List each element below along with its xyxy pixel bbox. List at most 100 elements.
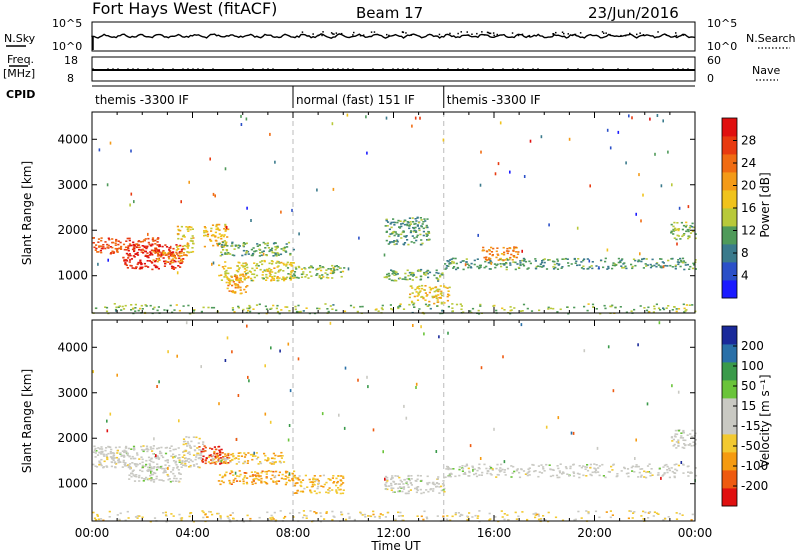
range-cell: [242, 249, 245, 252]
range-cell: [650, 468, 653, 470]
range-cell: [658, 467, 661, 470]
range-cell: [667, 259, 670, 262]
range-cell: [616, 475, 619, 477]
range-cell: [331, 264, 334, 267]
range-cell: [231, 471, 234, 473]
range-cell: [426, 239, 429, 241]
range-cell: [361, 305, 364, 308]
colorbar-tick-label: 200: [741, 339, 764, 353]
range-cell: [675, 463, 678, 465]
range-cell: [275, 480, 279, 482]
range-cell: [637, 465, 640, 468]
range-cell: [231, 307, 234, 309]
range-cell: [681, 261, 684, 264]
range-cell: [400, 233, 403, 236]
nave-dot: [142, 69, 144, 71]
range-cell: [415, 491, 418, 494]
range-cell: [552, 266, 555, 268]
range-cell: [448, 474, 451, 477]
range-cell: [192, 464, 196, 466]
range-cell: [408, 303, 411, 306]
range-cell: [219, 517, 222, 520]
range-cell: [140, 448, 144, 451]
range-cell: [222, 267, 226, 270]
range-cell: [132, 241, 135, 244]
range-cell: [473, 259, 476, 262]
range-cell: [537, 518, 541, 521]
nave-dot: [367, 69, 369, 71]
range-cell: [154, 252, 157, 254]
nsearch-dot: [373, 31, 376, 33]
range-cell: [509, 256, 512, 259]
range-cell: [244, 291, 247, 293]
range-cell: [134, 307, 137, 309]
range-cell: [179, 478, 182, 480]
nave-dot: [122, 69, 124, 71]
range-cell: [628, 510, 631, 512]
range-cell: [237, 306, 240, 309]
range-cell: [422, 221, 425, 223]
range-cell: [264, 305, 267, 308]
range-cell: [187, 304, 190, 307]
range-cell: [671, 266, 674, 268]
range-cell: [121, 450, 124, 452]
range-cell: [289, 262, 292, 264]
range-cell: [239, 292, 242, 295]
range-cell: [448, 475, 451, 477]
range-cell: [674, 229, 677, 231]
range-cell: [136, 463, 139, 466]
range-cell: [441, 294, 444, 297]
range-cell: [141, 245, 144, 247]
range-cell: [640, 474, 643, 477]
range-cell: [452, 262, 455, 264]
range-cell: [539, 519, 542, 521]
range-cell: [224, 252, 227, 254]
range-cell: [151, 253, 154, 256]
range-cell: [174, 455, 177, 457]
range-cell: [587, 267, 590, 270]
range-cell: [468, 264, 471, 267]
isolated-echo: [186, 242, 189, 246]
colorbar-tick-label: 100: [741, 359, 764, 373]
range-cell: [673, 443, 676, 446]
range-cell: [310, 275, 313, 277]
range-cell: [309, 490, 312, 493]
range-cell: [479, 264, 482, 267]
range-cell: [118, 460, 121, 463]
range-cell: [231, 452, 235, 455]
range-cell: [425, 489, 428, 491]
range-cell: [534, 470, 537, 472]
range-cell: [182, 305, 185, 307]
isolated-echo: [130, 149, 132, 153]
range-cell: [274, 272, 277, 274]
range-cell: [445, 518, 449, 521]
nave-dot: [582, 69, 584, 71]
y-tick-label: 3000: [57, 386, 88, 400]
range-cell: [393, 491, 396, 493]
nsearch-dot: [331, 33, 334, 35]
range-cell: [584, 468, 587, 470]
range-cell: [260, 260, 264, 262]
range-cell: [187, 442, 190, 445]
isolated-echo: [297, 357, 300, 361]
range-cell: [613, 263, 616, 265]
range-cell: [319, 512, 322, 514]
range-cell: [281, 455, 284, 457]
range-cell: [190, 251, 193, 253]
range-cell: [683, 311, 686, 313]
range-cell: [147, 256, 150, 259]
range-cell: [476, 517, 479, 519]
range-cell: [181, 456, 184, 458]
range-cell: [164, 459, 167, 462]
range-cell: [277, 480, 281, 482]
range-cell: [111, 238, 114, 240]
range-cell: [162, 257, 165, 259]
range-cell: [308, 266, 311, 269]
range-cell: [226, 515, 229, 518]
range-cell: [267, 458, 270, 460]
range-cell: [506, 252, 509, 255]
nave-dot: [527, 69, 529, 71]
range-cell: [432, 490, 435, 492]
range-cell: [141, 464, 144, 467]
range-cell: [243, 475, 247, 477]
